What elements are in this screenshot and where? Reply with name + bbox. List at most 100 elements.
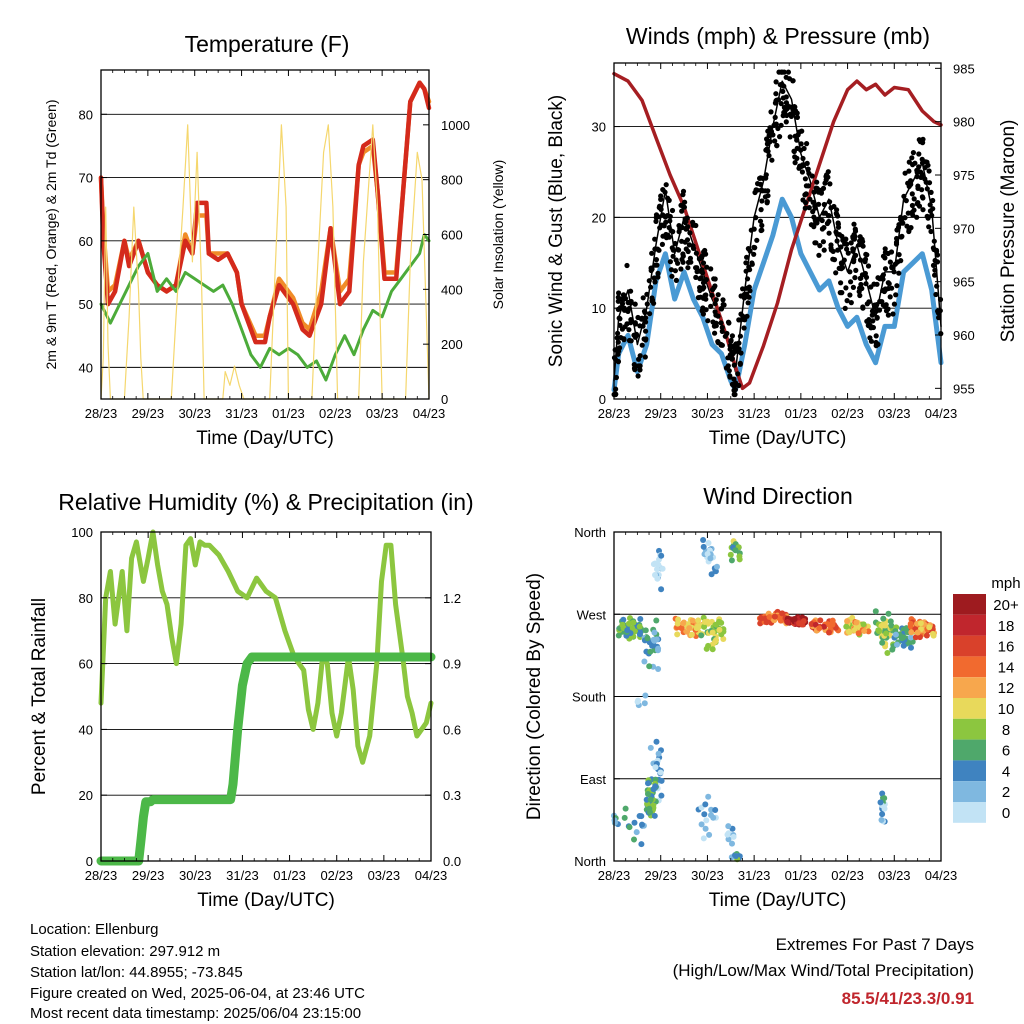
- direction-point: [729, 840, 735, 847]
- x-tick-label: 31/23: [225, 406, 258, 421]
- gust-dot: [924, 186, 930, 192]
- gust-dot: [626, 305, 632, 312]
- gust-dot: [700, 260, 707, 266]
- legend-label: 8: [1002, 722, 1010, 739]
- gust-dot: [665, 195, 671, 201]
- legend-swatch: [953, 781, 986, 802]
- gust-dot: [874, 281, 880, 287]
- series-line-3: [99, 233, 431, 382]
- direction-point: [894, 641, 900, 648]
- x-tick-label: 29/23: [644, 406, 677, 421]
- gust-dot: [783, 74, 789, 80]
- gust-dots: [611, 69, 944, 398]
- y2-tick-label: 200: [441, 337, 463, 352]
- direction-point: [727, 551, 734, 558]
- gust-dot: [934, 283, 940, 289]
- gust-dot: [700, 305, 706, 311]
- gust-dot: [731, 391, 737, 398]
- gust-dot: [715, 313, 721, 319]
- y2-axis-label: Station Pressure (Maroon): [998, 120, 1019, 343]
- gust-dot: [762, 194, 769, 200]
- gust-dot: [911, 207, 917, 213]
- gust-dot: [683, 219, 689, 225]
- legend-swatch: [953, 656, 986, 678]
- gust-dot: [842, 241, 848, 247]
- gust-dot: [720, 301, 726, 308]
- x-tick-label: 01/23: [785, 406, 818, 421]
- direction-point: [908, 644, 914, 651]
- direction-point: [629, 625, 636, 632]
- x-tick-label: 03/23: [366, 406, 399, 421]
- y2-tick-label: 960: [953, 328, 975, 343]
- gust-dot: [885, 312, 892, 318]
- gust-dot: [857, 234, 863, 240]
- gust-dot: [715, 292, 721, 298]
- gust-dot: [800, 162, 806, 168]
- gust-dot: [764, 199, 770, 205]
- direction-point: [658, 792, 665, 799]
- gust-dot: [752, 245, 758, 251]
- gust-dot: [693, 274, 699, 280]
- direction-point: [881, 805, 888, 812]
- legend-swatch: [953, 802, 986, 823]
- gust-dot: [783, 100, 790, 106]
- y2-tick-label: 0.0: [443, 854, 461, 869]
- gust-dot: [612, 391, 618, 398]
- gust-dot: [926, 224, 932, 230]
- gust-dot: [775, 125, 781, 132]
- direction-point: [622, 805, 629, 812]
- gust-dot: [703, 277, 710, 283]
- gust-dot: [641, 336, 647, 342]
- gust-dot: [822, 180, 828, 186]
- gust-dot: [683, 246, 689, 252]
- gust-dot: [906, 228, 912, 235]
- gust-dot: [845, 250, 851, 256]
- gust-dot: [685, 259, 692, 265]
- x-tick-label: 30/23: [178, 406, 211, 421]
- chart-panel-4: 28/23 29/23 30/23 31/23 01/23 02/23 03/23 04/23…: [524, 483, 957, 911]
- x-tick-label: 01/23: [272, 406, 305, 421]
- gust-dot: [906, 183, 912, 189]
- info-latlon: Station lat/lon: 44.8955; -73.845: [30, 964, 243, 981]
- direction-point: [624, 627, 631, 634]
- gust-dot: [735, 348, 741, 355]
- gust-dot: [800, 155, 806, 162]
- gust-dot: [667, 259, 674, 265]
- direction-point: [658, 552, 665, 559]
- series-line-1: [98, 529, 434, 765]
- gust-dot: [819, 217, 825, 224]
- direction-point: [706, 831, 713, 838]
- gust-dot: [842, 305, 848, 311]
- legend-swatch: [953, 760, 986, 782]
- gust-dot: [828, 242, 834, 248]
- info-elevation: Station elevation: 297.912 m: [30, 943, 221, 960]
- direction-point: [865, 628, 872, 635]
- gust-dot: [636, 356, 642, 362]
- gust-dot: [713, 297, 719, 303]
- direction-point: [883, 630, 890, 637]
- gust-dot: [882, 266, 889, 272]
- x-tick-label: 28/23: [598, 868, 631, 883]
- gust-dot: [768, 109, 774, 115]
- gust-dot: [743, 285, 749, 291]
- direction-point: [636, 623, 643, 630]
- direction-point: [861, 628, 868, 634]
- y2-tick-label: 0.6: [443, 722, 461, 737]
- gust-dot: [633, 331, 640, 337]
- y-tick-label: 40: [79, 360, 93, 375]
- y-tick-label: 70: [79, 171, 93, 186]
- gust-dot: [891, 301, 898, 307]
- gust-dot: [617, 305, 623, 311]
- gust-dot: [731, 387, 737, 393]
- series-line-1: [611, 196, 944, 393]
- gust-dot: [772, 100, 779, 106]
- gust-dot: [663, 182, 669, 188]
- gust-dot: [644, 291, 650, 297]
- direction-point: [908, 629, 915, 636]
- gust-dot: [865, 263, 872, 269]
- gust-dot: [621, 337, 627, 343]
- gust-dot: [835, 247, 841, 253]
- gust-dot: [648, 267, 654, 274]
- gust-dot: [773, 79, 779, 85]
- gust-dot: [649, 298, 655, 304]
